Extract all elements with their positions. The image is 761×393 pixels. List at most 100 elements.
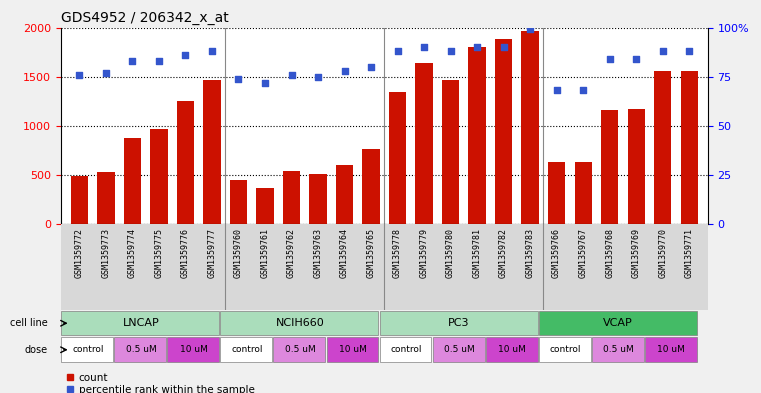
Bar (62, 311, 219, 335)
Point (683, 48, 696, 54)
Legend: count, percentile rank within the sample: count, percentile rank within the sample (66, 373, 254, 393)
Text: control: control (390, 345, 422, 354)
Text: GSM1359766: GSM1359766 (552, 228, 561, 278)
Text: GSM1359783: GSM1359783 (526, 228, 535, 278)
Bar (380, 337, 431, 362)
Text: GSM1359773: GSM1359773 (101, 228, 110, 278)
Text: GSM1359776: GSM1359776 (181, 228, 190, 278)
Bar (283, 171, 300, 224)
Text: GSM1359765: GSM1359765 (367, 228, 375, 278)
Point (339, 68, 351, 74)
Point (471, 44, 483, 50)
Text: control: control (72, 345, 103, 354)
Point (259, 79, 271, 86)
Bar (539, 337, 591, 362)
Point (126, 58, 139, 64)
Text: GSM1359762: GSM1359762 (287, 228, 296, 278)
Bar (389, 92, 406, 224)
Bar (177, 101, 194, 224)
Bar (326, 337, 378, 362)
Text: GSM1359760: GSM1359760 (234, 228, 243, 278)
Point (206, 48, 218, 54)
Bar (167, 337, 219, 362)
Bar (221, 337, 272, 362)
Point (603, 56, 616, 62)
Text: cell line: cell line (10, 318, 48, 328)
Point (418, 44, 430, 50)
Text: GSM1359769: GSM1359769 (632, 228, 641, 278)
Text: NCIH660: NCIH660 (275, 318, 324, 328)
Text: GSM1359764: GSM1359764 (340, 228, 349, 278)
Bar (575, 162, 592, 224)
Point (391, 48, 403, 54)
Text: 0.5 uM: 0.5 uM (285, 345, 315, 354)
Bar (114, 337, 167, 362)
Bar (469, 47, 486, 224)
Text: GSM1359774: GSM1359774 (128, 228, 137, 278)
Text: 0.5 uM: 0.5 uM (603, 345, 633, 354)
Text: GSM1359782: GSM1359782 (499, 228, 508, 278)
Bar (380, 311, 537, 335)
Point (180, 52, 192, 58)
Text: GSM1359763: GSM1359763 (314, 228, 323, 278)
Text: 10 uM: 10 uM (180, 345, 208, 354)
Text: GSM1359761: GSM1359761 (260, 228, 269, 278)
Text: 10 uM: 10 uM (658, 345, 685, 354)
Bar (230, 180, 247, 224)
Text: 0.5 uM: 0.5 uM (126, 345, 156, 354)
Point (657, 48, 669, 54)
Bar (539, 311, 696, 335)
Bar (362, 149, 380, 224)
Text: GSM1359777: GSM1359777 (208, 228, 216, 278)
Text: 10 uM: 10 uM (339, 345, 367, 354)
Bar (654, 71, 671, 224)
Point (577, 87, 589, 94)
Bar (432, 337, 485, 362)
Bar (336, 165, 353, 224)
Bar (521, 31, 539, 224)
Bar (495, 39, 512, 224)
Point (73, 72, 85, 78)
Bar (628, 109, 645, 224)
Text: GSM1359778: GSM1359778 (393, 228, 402, 278)
Bar (221, 311, 378, 335)
Point (524, 26, 537, 33)
Point (630, 56, 642, 62)
Bar (548, 162, 565, 224)
Text: control: control (231, 345, 263, 354)
Bar (203, 79, 221, 224)
Bar (416, 63, 433, 224)
Text: GSM1359781: GSM1359781 (473, 228, 482, 278)
Bar (273, 337, 326, 362)
Text: GSM1359780: GSM1359780 (446, 228, 455, 278)
Text: GDS4952 / 206342_x_at: GDS4952 / 206342_x_at (61, 11, 228, 25)
Bar (310, 174, 326, 224)
Text: GSM1359770: GSM1359770 (658, 228, 667, 278)
Point (312, 73, 324, 80)
Bar (486, 337, 537, 362)
Point (498, 44, 510, 50)
Bar (442, 79, 459, 224)
Text: 0.5 uM: 0.5 uM (444, 345, 474, 354)
Text: GSM1359779: GSM1359779 (419, 228, 428, 278)
Point (550, 87, 562, 94)
Bar (124, 138, 141, 224)
Text: control: control (549, 345, 581, 354)
Text: LNCAP: LNCAP (123, 318, 159, 328)
Text: PC3: PC3 (448, 318, 470, 328)
Bar (645, 337, 696, 362)
Text: GSM1359771: GSM1359771 (685, 228, 694, 278)
Text: GSM1359775: GSM1359775 (154, 228, 164, 278)
Bar (256, 187, 274, 224)
Bar (680, 71, 698, 224)
Point (153, 58, 165, 64)
Text: GSM1359772: GSM1359772 (75, 228, 84, 278)
Text: 10 uM: 10 uM (498, 345, 526, 354)
Point (365, 64, 377, 70)
Bar (71, 176, 88, 224)
Text: GSM1359768: GSM1359768 (605, 228, 614, 278)
Text: GSM1359767: GSM1359767 (578, 228, 587, 278)
Bar (62, 337, 113, 362)
Point (100, 70, 112, 76)
Point (232, 75, 244, 82)
